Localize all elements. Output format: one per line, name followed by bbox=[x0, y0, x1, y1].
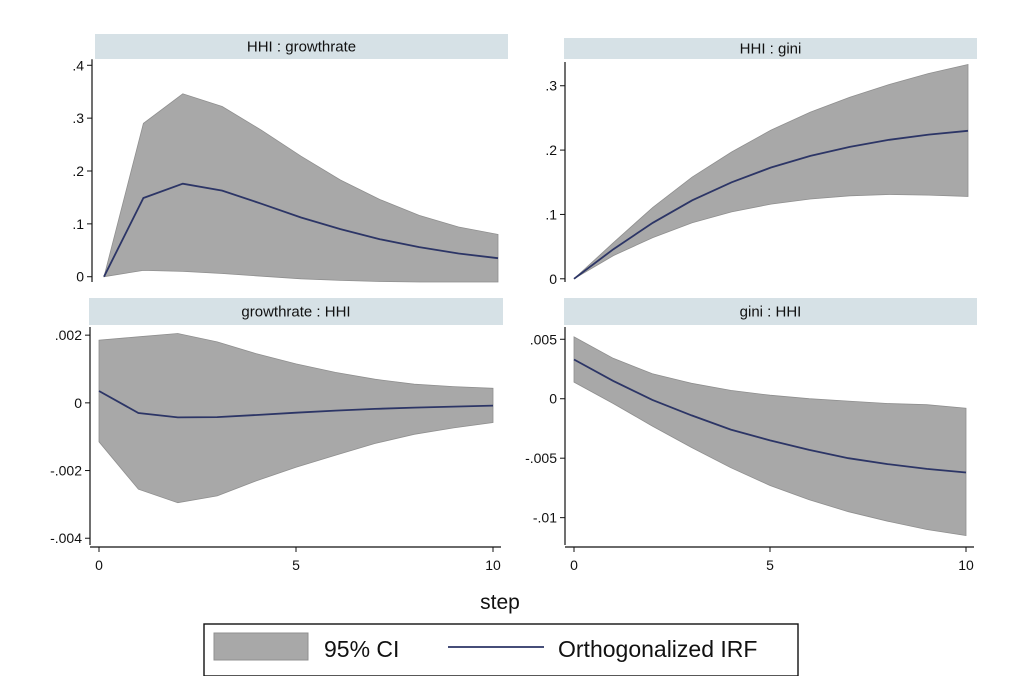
panel-4: gini : HHI -.01 -.005 0 .005 0 5 10 bbox=[510, 298, 979, 573]
panel-title-strip bbox=[95, 34, 508, 59]
y-tick-label: .1 bbox=[72, 216, 84, 232]
x-axis-title: step bbox=[480, 591, 520, 614]
panels: HHI : growthrate 0 .1 .2 .3 .4 HHI : gini 0 .1 .2… bbox=[50, 34, 979, 573]
y-tick-label: .002 bbox=[55, 327, 82, 343]
panel-3: growthrate : HHI -.004 -.002 0 .002 0 5 10 bbox=[50, 298, 503, 573]
panel-title-strip bbox=[564, 298, 977, 325]
panel-title-strip bbox=[89, 298, 503, 325]
y-tick-label: -.004 bbox=[50, 530, 82, 546]
panel-title: HHI : growthrate bbox=[247, 39, 356, 56]
ci-band bbox=[573, 63, 969, 280]
irf-line bbox=[98, 390, 494, 419]
panel-1: HHI : growthrate 0 .1 .2 .3 .4 bbox=[72, 34, 508, 285]
y-tick-label: .1 bbox=[545, 206, 557, 222]
legend: 95% CI Orthogonalized IRF bbox=[203, 623, 799, 676]
y-tick-label: 0 bbox=[549, 391, 557, 407]
irf-line bbox=[573, 358, 967, 474]
legend-ci-swatch bbox=[213, 632, 309, 661]
x-tick-label: 5 bbox=[766, 557, 774, 573]
y-tick-label: -.002 bbox=[50, 463, 82, 479]
y-tick-label: -.005 bbox=[525, 450, 557, 466]
y-tick-label: 0 bbox=[76, 269, 84, 285]
y-tick-label: .3 bbox=[72, 110, 84, 126]
y-tick-label: 0 bbox=[74, 395, 82, 411]
x-tick-label: 0 bbox=[95, 557, 103, 573]
y-tick-label: .3 bbox=[545, 78, 557, 94]
panel-title: growthrate : HHI bbox=[241, 304, 350, 321]
irf-line bbox=[573, 129, 969, 280]
legend-ci-label: 95% CI bbox=[324, 636, 399, 662]
y-tick-label: .2 bbox=[72, 163, 84, 179]
irf-line bbox=[103, 182, 499, 278]
panel-title-strip bbox=[564, 38, 977, 59]
x-tick-label: 10 bbox=[485, 557, 501, 573]
y-tick-label: -.01 bbox=[533, 510, 557, 526]
y-tick-label: .005 bbox=[530, 331, 557, 347]
panel-title: gini : HHI bbox=[740, 304, 802, 321]
y-tick-label: .4 bbox=[72, 57, 84, 73]
y-tick-label: .2 bbox=[545, 142, 557, 158]
x-tick-label: 10 bbox=[958, 557, 974, 573]
panel-2: HHI : gini 0 .1 .2 .3 bbox=[545, 38, 977, 287]
x-tick-label: 0 bbox=[570, 557, 578, 573]
x-tick-label: 5 bbox=[292, 557, 300, 573]
ci-band bbox=[573, 336, 967, 536]
panel-title: HHI : gini bbox=[740, 41, 802, 58]
y-tick-label: 0 bbox=[549, 271, 557, 287]
ci-band bbox=[98, 333, 494, 504]
legend-irf-label: Orthogonalized IRF bbox=[558, 636, 757, 662]
